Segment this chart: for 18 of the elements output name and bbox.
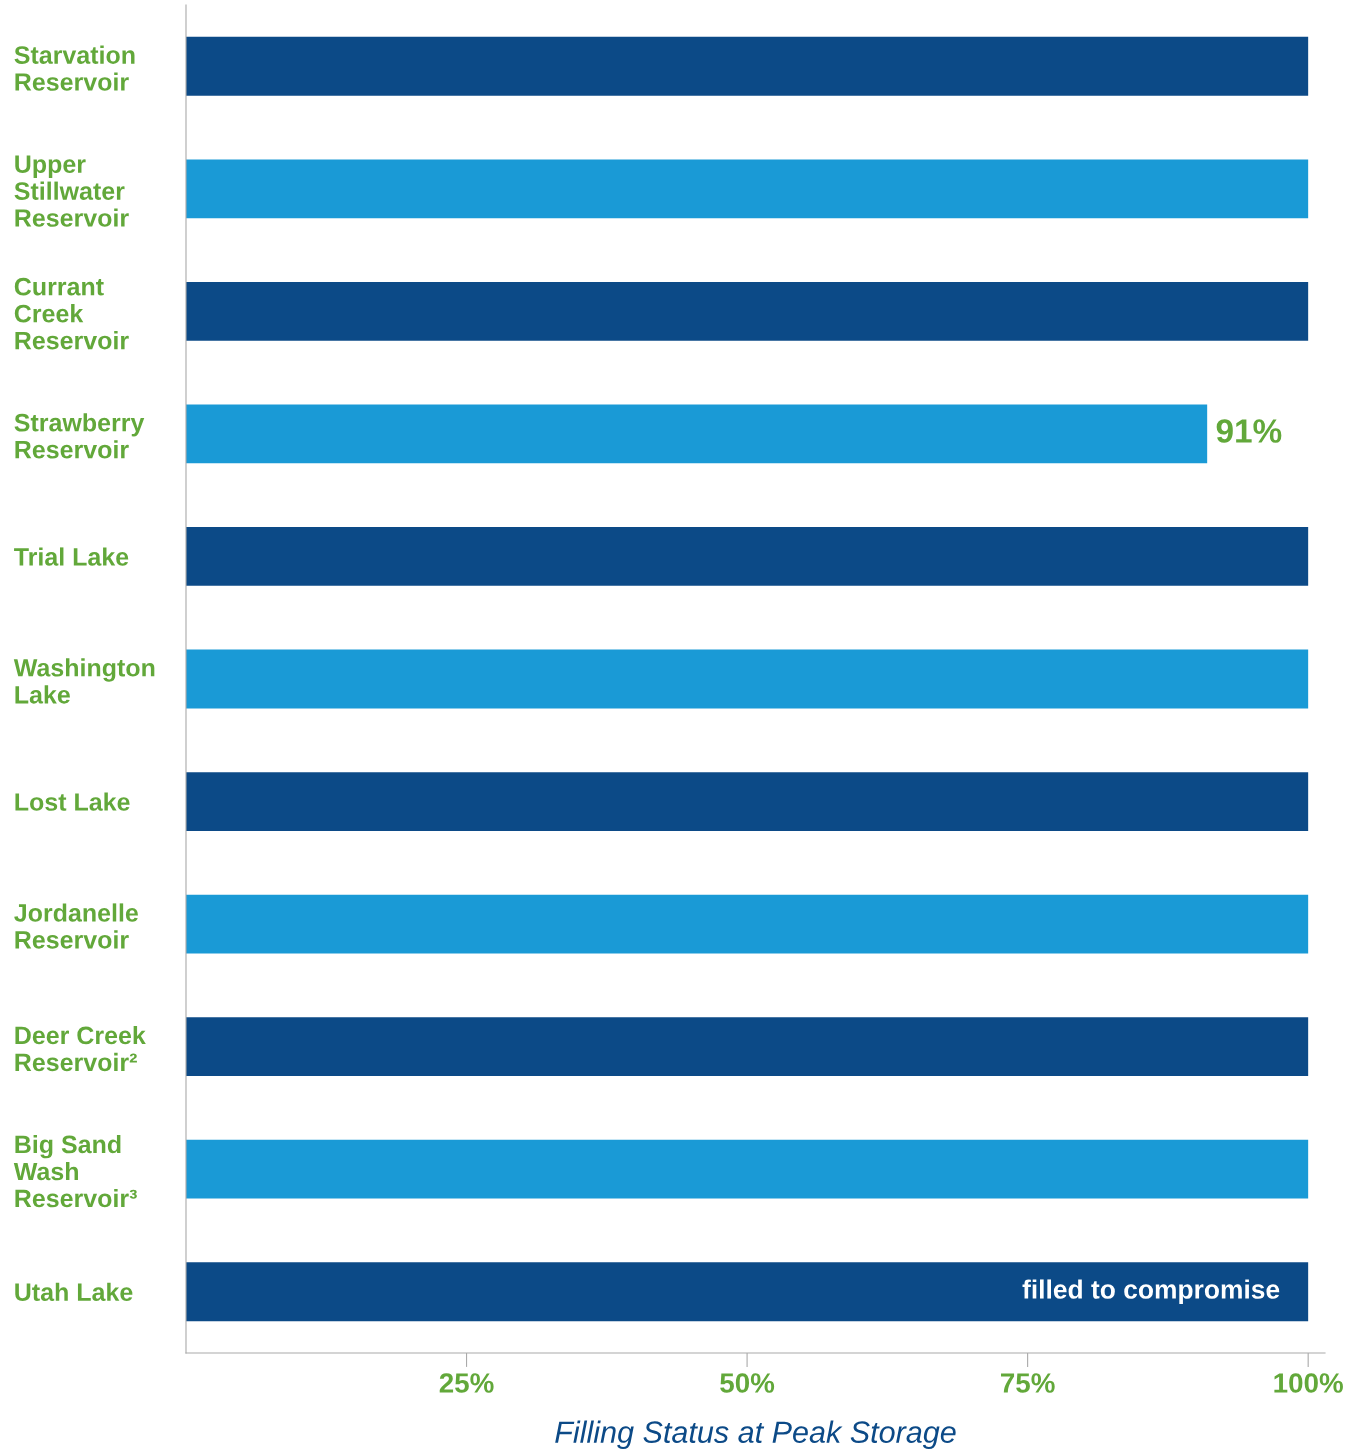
y-tick-label: Trial Lake <box>14 547 129 566</box>
y-tick-label: Washington Lake <box>13 658 155 704</box>
y-tick-label: Deer Creek Reservoir² <box>15 1025 146 1072</box>
y-tick-label: Lost Lake <box>15 792 130 811</box>
y-tick-label: Starvation Reservoir <box>14 45 135 91</box>
x-tick-label: 100% <box>1274 1373 1343 1393</box>
y-tick-label: Utah Lake <box>15 1282 133 1302</box>
y-tick-label: Big Sand Wash Reservoir³ <box>13 1134 137 1208</box>
x-tick-label: 75% <box>1001 1373 1055 1393</box>
y-tick-label: Jordanelle Reservoir <box>14 903 138 949</box>
data-label: 91% <box>1216 419 1282 443</box>
y-tick-label: Upper Stillwater Reservoir <box>14 155 129 227</box>
y-tick-label: Currant Creek Reservoir <box>14 277 129 350</box>
y-tick-label: Strawberry Reservoir <box>14 413 145 459</box>
x-axis-title: Filling Status at Peak Storage <box>555 1420 956 1450</box>
x-tick-label: 50% <box>720 1373 775 1393</box>
x-tick-label: 25% <box>439 1373 494 1393</box>
annotation: filled to compromise <box>1022 1279 1280 1305</box>
